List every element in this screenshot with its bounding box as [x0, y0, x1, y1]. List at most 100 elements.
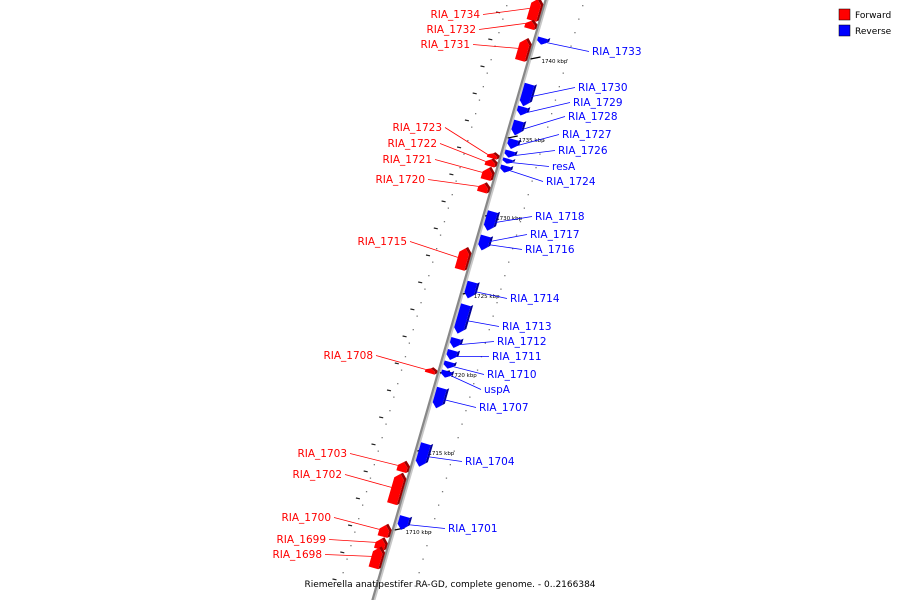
gene-label[interactable]: RIA_1734	[430, 9, 480, 21]
gene-feature[interactable]	[516, 105, 531, 116]
gene-arrow[interactable]	[432, 386, 447, 409]
gene-feature[interactable]	[374, 537, 388, 551]
gene-arrow[interactable]	[537, 36, 548, 45]
gene-label[interactable]: uspA	[484, 384, 511, 396]
gene-arrow[interactable]	[441, 369, 452, 378]
gene-feature[interactable]	[504, 149, 518, 158]
gene-feature[interactable]	[486, 152, 500, 160]
gene-arrow[interactable]	[486, 153, 498, 160]
gene-arrow[interactable]	[526, 0, 541, 22]
gene-feature[interactable]	[524, 19, 538, 30]
gene-feature[interactable]	[477, 182, 491, 194]
gene-arrow[interactable]	[396, 462, 408, 473]
gene-label[interactable]: RIA_1731	[420, 39, 470, 51]
gene-label[interactable]: RIA_1730	[578, 82, 628, 94]
gene-label[interactable]: RIA_1708	[323, 350, 373, 362]
gene-arrow[interactable]	[377, 525, 390, 538]
gene-arrow[interactable]	[524, 20, 535, 30]
gene-feature[interactable]	[443, 360, 457, 369]
gene-arrow[interactable]	[507, 138, 519, 149]
gene-feature[interactable]	[537, 36, 551, 45]
gene-feature[interactable]	[464, 280, 480, 299]
gene-feature[interactable]	[368, 546, 386, 570]
gene-arrow[interactable]	[368, 547, 383, 570]
gene-label[interactable]: RIA_1707	[479, 402, 529, 414]
gene-feature[interactable]	[526, 0, 544, 22]
gene-label[interactable]: RIA_1722	[387, 138, 437, 150]
gene-feature[interactable]	[387, 472, 407, 506]
gene-label[interactable]: RIA_1726	[558, 145, 608, 157]
gene-arrow[interactable]	[483, 210, 498, 231]
gene-label[interactable]: RIA_1700	[281, 512, 331, 524]
gene-label[interactable]: RIA_1720	[375, 174, 425, 186]
gene-label[interactable]: RIA_1717	[530, 229, 580, 241]
gene-feature[interactable]	[480, 166, 495, 181]
gene-feature[interactable]	[507, 138, 521, 149]
gene-feature[interactable]	[484, 158, 498, 168]
gene-label[interactable]: resA	[552, 161, 576, 173]
gene-label[interactable]: RIA_1703	[297, 448, 347, 460]
gene-label[interactable]: RIA_1698	[272, 549, 322, 561]
gene-arrow[interactable]	[464, 280, 478, 299]
gene-label[interactable]: RIA_1723	[392, 122, 442, 134]
gene-arrow[interactable]	[477, 183, 488, 194]
gene-arrow[interactable]	[424, 368, 436, 375]
gene-label[interactable]: RIA_1721	[382, 154, 432, 166]
gene-arrow[interactable]	[454, 303, 471, 334]
gene-feature[interactable]	[454, 247, 472, 271]
gene-feature[interactable]	[377, 523, 392, 538]
gene-feature[interactable]	[478, 234, 494, 251]
gene-arrow[interactable]	[449, 337, 461, 348]
gene-label[interactable]: RIA_1711	[492, 351, 542, 363]
gene-arrow[interactable]	[397, 515, 410, 530]
gene-feature[interactable]	[511, 119, 527, 136]
gene-label[interactable]: RIA_1729	[573, 97, 623, 109]
gene-feature[interactable]	[432, 386, 450, 409]
gene-feature[interactable]	[396, 460, 410, 473]
gene-feature[interactable]	[454, 303, 474, 334]
gene-feature[interactable]	[519, 82, 537, 107]
gene-feature[interactable]	[449, 337, 464, 348]
gene-label[interactable]: RIA_1713	[502, 321, 552, 333]
gene-label[interactable]: RIA_1715	[357, 236, 407, 248]
gene-label[interactable]: RIA_1733	[592, 46, 642, 58]
gene-feature[interactable]	[441, 369, 455, 378]
gene-label[interactable]: RIA_1716	[525, 244, 575, 256]
gene-arrow[interactable]	[387, 473, 404, 506]
gene-label[interactable]: RIA_1702	[292, 469, 342, 481]
gene-arrow[interactable]	[500, 164, 511, 173]
gene-arrow[interactable]	[454, 248, 469, 271]
gene-label[interactable]: RIA_1714	[510, 293, 560, 305]
gene-label[interactable]: RIA_1732	[426, 24, 476, 36]
gene-arrow[interactable]	[374, 538, 386, 551]
gene-feature[interactable]	[502, 157, 516, 164]
gene-arrow[interactable]	[484, 159, 496, 168]
gene-label[interactable]: RIA_1712	[497, 336, 547, 348]
gene-arrow[interactable]	[519, 82, 535, 107]
gene-label[interactable]: RIA_1704	[465, 456, 515, 468]
gene-feature[interactable]	[500, 164, 514, 173]
gene-arrow[interactable]	[502, 157, 513, 164]
gene-feature[interactable]	[415, 442, 434, 467]
gene-feature[interactable]	[446, 349, 461, 360]
gene-arrow[interactable]	[478, 234, 491, 251]
gene-arrow[interactable]	[515, 39, 530, 62]
gene-arrow[interactable]	[504, 149, 516, 158]
gene-label[interactable]: RIA_1727	[562, 129, 612, 141]
gene-label[interactable]: RIA_1718	[535, 211, 585, 223]
gene-label[interactable]: RIA_1724	[546, 176, 596, 188]
gene-feature[interactable]	[424, 367, 438, 375]
gene-feature[interactable]	[515, 38, 532, 62]
gene-arrow[interactable]	[516, 105, 528, 116]
gene-label[interactable]: RIA_1728	[568, 111, 618, 123]
gene-feature[interactable]	[397, 515, 413, 530]
gene-arrow[interactable]	[480, 168, 493, 181]
gene-arrow[interactable]	[415, 442, 431, 467]
gene-arrow[interactable]	[443, 360, 455, 369]
gene-label[interactable]: RIA_1701	[448, 523, 498, 535]
gene-arrow[interactable]	[511, 119, 524, 136]
gene-arrow[interactable]	[446, 349, 458, 360]
gene-feature[interactable]	[483, 210, 501, 231]
gene-label[interactable]: RIA_1710	[487, 369, 537, 381]
gene-label[interactable]: RIA_1699	[276, 534, 326, 546]
